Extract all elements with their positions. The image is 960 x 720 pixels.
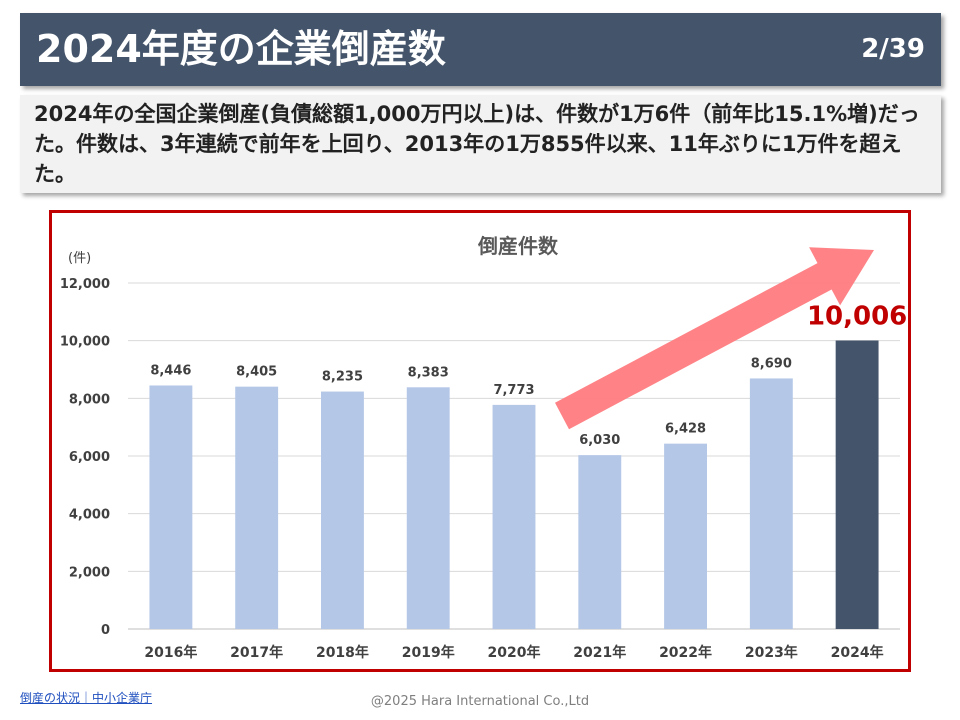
data-label: 8,446 [150,363,191,378]
y-tick-label: 12,000 [60,277,110,292]
y-axis-unit-label: (件) [68,251,91,266]
trend-arrow [555,247,874,430]
bar-2016年 [149,385,193,629]
copyright-text: @2025 Hara International Co.,Ltd [370,694,590,709]
y-tick-label: 0 [101,623,110,638]
bar-2023年 [749,378,793,629]
x-tick-label: 2019年 [402,644,455,661]
summary-text: 2024年の全国企業倒産(負債総額1,000万円以上)は、件数が1万6件（前年比… [34,102,920,186]
y-tick-label: 4,000 [69,508,110,523]
y-tick-label: 6,000 [69,450,110,465]
x-tick-label: 2020年 [488,644,541,661]
data-label: 8,383 [408,365,449,380]
x-tick-label: 2021年 [573,644,626,661]
y-tick-label: 2,000 [69,565,110,580]
data-label: 8,690 [751,356,792,371]
bar-2020年 [492,404,536,629]
bankruptcy-bar-chart: 倒産件数 (件) 0 2,000 4,000 6,000 8,000 10,000 12,000… [60,234,907,661]
x-tick-label: 2018年 [316,644,369,661]
data-label: 10,006 [807,301,907,331]
data-label: 6,030 [579,433,620,448]
y-tick-label: 10,000 [60,335,110,350]
y-tick-label: 8,000 [69,392,110,407]
bar-2017年 [235,386,279,629]
x-tick-label: 2024年 [831,644,884,661]
bar-2019年 [406,387,450,629]
page-title: 2024年度の企業倒産数 [36,27,446,71]
title-bar: 2024年度の企業倒産数 2/39 [20,13,941,86]
bar-2024年 [835,340,879,629]
summary-box: 2024年の全国企業倒産(負債総額1,000万円以上)は、件数が1万6件（前年比… [20,95,941,193]
bar-2018年 [321,391,364,629]
data-label: 7,773 [493,383,534,398]
data-label: 8,235 [322,370,363,385]
data-label: 6,428 [665,422,706,437]
chart-frame: 倒産件数 (件) 0 2,000 4,000 6,000 8,000 10,000 12,000… [49,210,911,672]
x-tick-label: 2017年 [230,644,283,661]
data-label: 8,405 [236,365,277,380]
source-link[interactable]: 倒産の状況｜中小企業庁 [20,691,153,705]
bar-2021年 [578,455,622,629]
page-number: 2/39 [861,34,925,64]
bar-2022年 [664,443,707,629]
x-tick-label: 2023年 [745,644,798,661]
x-tick-label: 2016年 [144,644,197,661]
x-tick-label: 2022年 [659,644,712,661]
chart-title: 倒産件数 [477,234,559,258]
